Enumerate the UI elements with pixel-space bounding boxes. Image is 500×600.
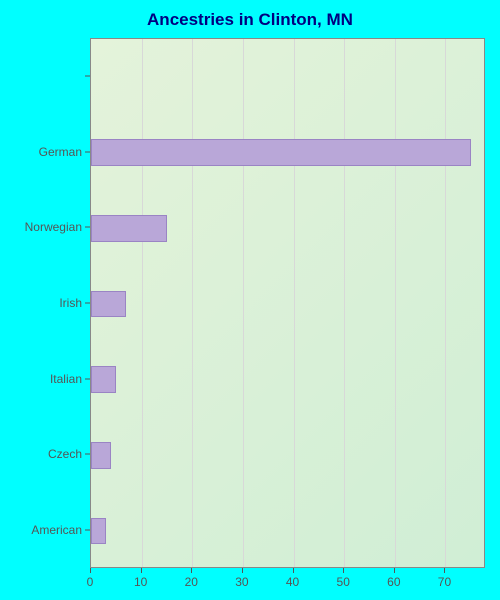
bar-czech: [91, 442, 111, 469]
grid-line: [192, 39, 193, 567]
y-axis-label: Irish: [0, 296, 82, 310]
grid-line: [344, 39, 345, 567]
x-axis-label: 20: [185, 575, 198, 589]
x-axis-label: 70: [438, 575, 451, 589]
y-tick: [85, 151, 90, 152]
bar-norwegian: [91, 215, 167, 242]
grid-line: [294, 39, 295, 567]
y-axis-label: Norwegian: [0, 220, 82, 234]
y-tick: [85, 378, 90, 379]
x-tick: [90, 568, 91, 573]
y-axis-label: Czech: [0, 447, 82, 461]
x-axis-label: 0: [87, 575, 94, 589]
bar-german: [91, 139, 471, 166]
grid-line: [142, 39, 143, 567]
bar-irish: [91, 291, 126, 318]
x-tick: [191, 568, 192, 573]
y-tick: [85, 530, 90, 531]
x-tick: [444, 568, 445, 573]
x-axis-label: 60: [387, 575, 400, 589]
y-tick: [85, 454, 90, 455]
grid-line: [243, 39, 244, 567]
plot-area: [90, 38, 485, 568]
x-axis-label: 40: [286, 575, 299, 589]
grid-line: [395, 39, 396, 567]
x-axis-label: 30: [235, 575, 248, 589]
x-axis-label: 10: [134, 575, 147, 589]
y-axis-label: Italian: [0, 372, 82, 386]
x-axis-label: 50: [337, 575, 350, 589]
bar-american: [91, 518, 106, 545]
y-tick: [85, 75, 90, 76]
chart-container: Ancestries in Clinton, MN City-Data.com …: [0, 0, 500, 600]
x-tick: [343, 568, 344, 573]
y-axis-label: German: [0, 145, 82, 159]
x-tick: [394, 568, 395, 573]
chart-title: Ancestries in Clinton, MN: [0, 10, 500, 30]
grid-line: [445, 39, 446, 567]
x-tick: [293, 568, 294, 573]
x-tick: [242, 568, 243, 573]
y-tick: [85, 303, 90, 304]
y-axis-label: American: [0, 523, 82, 537]
bar-italian: [91, 366, 116, 393]
x-tick: [141, 568, 142, 573]
y-tick: [85, 227, 90, 228]
